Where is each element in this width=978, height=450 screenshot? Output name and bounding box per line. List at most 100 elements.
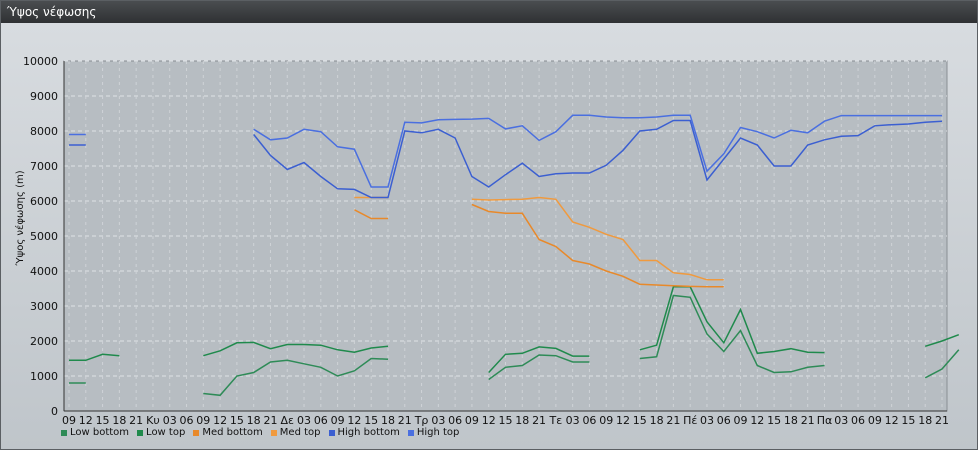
y-axis-label: Ύψος νέφωσης (m) <box>14 170 26 266</box>
x-tick-label: 06 <box>448 414 462 427</box>
series-line-low-bottom <box>203 357 389 397</box>
x-tick-label: 06 <box>180 414 194 427</box>
legend-label: Med bottom <box>202 427 263 438</box>
x-tick-label: 06 <box>717 414 731 427</box>
series-line-low-top <box>924 333 960 348</box>
series-line-med-bottom <box>354 209 388 220</box>
x-tick-label: 12 <box>482 414 496 427</box>
legend-swatch <box>61 429 67 436</box>
x-tick-label: 18 <box>515 414 529 427</box>
x-tick-label: 21 <box>398 414 412 427</box>
series-line-low-bottom <box>488 354 590 381</box>
x-tick-label: 12 <box>79 414 93 427</box>
legend-label: High top <box>416 427 460 438</box>
x-tick-label: Τε <box>549 414 563 427</box>
x-tick-label: 12 <box>750 414 764 427</box>
y-tick-label: 6000 <box>30 195 58 208</box>
x-tick-label: Κυ <box>146 414 160 427</box>
x-tick-label: 15 <box>633 414 647 427</box>
x-tick-label: 18 <box>112 414 126 427</box>
y-tick-label: 5000 <box>30 230 58 243</box>
series-line-med-top <box>471 196 724 281</box>
legend-swatch <box>137 429 144 436</box>
series-line-low-top <box>488 346 590 374</box>
legend-item[interactable]: Med bottom <box>193 427 263 438</box>
x-tick-label: 06 <box>582 414 596 427</box>
x-tick-label: 09 <box>331 414 345 427</box>
y-tick-label: 7000 <box>30 160 58 173</box>
x-tick-label: 09 <box>734 414 748 427</box>
x-tick-label: 12 <box>616 414 630 427</box>
x-tick-label: 21 <box>532 414 546 427</box>
y-tick-label: 9000 <box>30 90 58 103</box>
x-tick-label: 21 <box>129 414 143 427</box>
x-tick-label: 15 <box>364 414 378 427</box>
x-tick-label: 09 <box>196 414 210 427</box>
x-tick-label: 15 <box>499 414 513 427</box>
x-tick-label: 18 <box>381 414 395 427</box>
x-tick-label: 15 <box>767 414 781 427</box>
legend-label: High bottom <box>337 427 400 438</box>
legend-item[interactable]: Low bottom <box>61 427 129 438</box>
legend-swatch <box>328 429 335 436</box>
x-tick-label: Πα <box>817 414 833 427</box>
series-line-high-bottom <box>253 119 943 199</box>
x-tick-label: Πέ <box>683 414 697 427</box>
x-tick-label: 21 <box>263 414 277 427</box>
x-tick-label: Δε <box>281 414 295 427</box>
x-tick-label: 21 <box>801 414 815 427</box>
x-tick-label: 21 <box>935 414 949 427</box>
window-title: Ύψος νέφωσης <box>7 5 97 19</box>
x-tick-label: 18 <box>918 414 932 427</box>
legend-swatch <box>193 429 200 436</box>
x-tick-label: 18 <box>247 414 261 427</box>
x-tick-label: 03 <box>700 414 714 427</box>
legend-label: Low bottom <box>70 427 130 438</box>
legend-item[interactable]: High bottom <box>328 427 400 438</box>
y-tick-label: 1000 <box>30 370 58 383</box>
legend-swatch <box>407 429 414 436</box>
x-tick-label: 03 <box>163 414 177 427</box>
x-tick-label: 18 <box>784 414 798 427</box>
legend-item[interactable]: Med top <box>270 427 321 438</box>
legend-swatch <box>270 429 277 436</box>
y-tick-label: 0 <box>51 405 58 418</box>
x-tick-label: Τρ <box>414 414 429 427</box>
y-tick-label: 2000 <box>30 335 58 348</box>
legend-item[interactable]: Low top <box>137 427 185 438</box>
y-tick-label: 10000 <box>23 55 58 68</box>
x-tick-label: 03 <box>834 414 848 427</box>
y-tick-label: 4000 <box>30 265 58 278</box>
x-tick-label: 15 <box>96 414 110 427</box>
window-titlebar: Ύψος νέφωσης <box>1 1 977 23</box>
series-line-low-bottom <box>639 294 825 374</box>
series-line-low-bottom <box>924 349 960 379</box>
x-tick-label: 06 <box>851 414 865 427</box>
legend-item[interactable]: High top <box>407 427 460 438</box>
x-tick-label: 15 <box>230 414 244 427</box>
x-tick-label: 18 <box>650 414 664 427</box>
x-tick-label: 12 <box>213 414 227 427</box>
x-tick-label: 09 <box>465 414 479 427</box>
y-tick-label: 8000 <box>30 125 58 138</box>
x-tick-label: 21 <box>666 414 680 427</box>
series-line-med-bottom <box>471 203 724 288</box>
cloud-height-chart: 0 1000 2000 3000 4000 5000 6000 7000 8000 9000 100… <box>14 55 960 427</box>
x-tick-label: 09 <box>868 414 882 427</box>
y-tick-label: 3000 <box>30 300 58 313</box>
legend-label: Low top <box>146 427 186 438</box>
x-tick-label: 15 <box>901 414 915 427</box>
x-tick-label: 06 <box>314 414 328 427</box>
x-tick-label: 03 <box>297 414 311 427</box>
legend: Low bottom Low top Med bottom Med top High b… <box>61 427 459 438</box>
series-line-low-top <box>69 353 120 362</box>
x-tick-label: 12 <box>885 414 899 427</box>
series-line-low-top <box>639 286 825 355</box>
series-line-high-top <box>253 114 942 188</box>
series-line-low-top <box>203 341 389 357</box>
x-tick-label: 03 <box>566 414 580 427</box>
x-tick-label: 09 <box>599 414 613 427</box>
x-tick-label: 12 <box>347 414 361 427</box>
x-tick-label: 09 <box>62 414 76 427</box>
